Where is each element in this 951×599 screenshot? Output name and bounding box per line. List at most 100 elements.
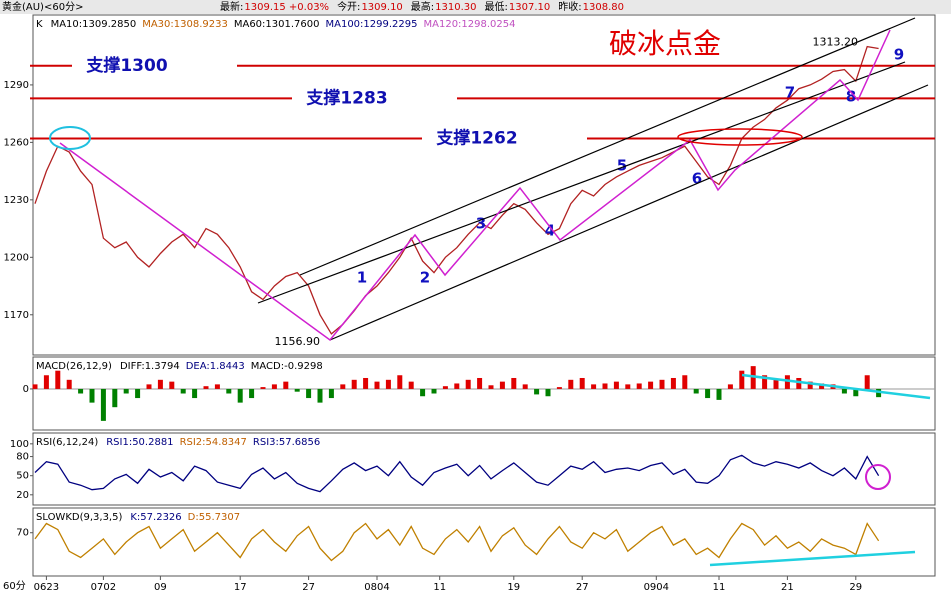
macd-bar [271,384,277,389]
wave-label: 6 [692,170,702,188]
y-tick-label: 1260 [4,137,29,148]
quote-label: 最高: [411,0,434,13]
macd-bar [237,388,243,403]
wave-label: 4 [545,222,555,240]
macd-bar [351,379,357,389]
y-tick-label: 50 [16,471,29,482]
indicator: RSI2:54.8347 [180,437,247,448]
macd-bar [693,388,699,394]
macd-bar [716,388,722,400]
wave-label: 1 [357,269,367,287]
macd-bar [385,379,391,389]
macd-bar [340,384,346,389]
x-tick-label: 0904 [644,582,669,593]
macd-bar [249,388,255,399]
macd-bar [625,384,631,389]
divergence-line [741,373,931,400]
macd-bar [602,383,608,389]
macd-bar [819,383,825,389]
y-tick-label: 80 [16,452,29,463]
panel-title: K [36,19,43,30]
macd-bar [317,388,323,403]
x-tick-label: 0623 [34,582,59,593]
macd-bar [294,388,300,392]
x-tick-label: 17 [234,582,247,593]
macd-bar [408,381,414,389]
macd-bar [807,381,813,389]
quote-value: 1308.80 [583,2,624,13]
macd-bar [579,377,585,389]
indicator: DEA:1.8443 [186,361,245,372]
quote-value: 1310.30 [435,2,476,13]
macd-bar [100,388,106,421]
panel-title: MACD(26,12,9) [36,361,112,372]
wave-path [59,29,891,342]
x-tick-label: 27 [576,582,589,593]
macd-bar [477,377,483,389]
indicator: K:57.2326 [130,512,181,523]
macd-bar [43,375,49,389]
series-line [34,45,879,335]
quote-value: 1309.15 +0.03% [244,2,329,13]
macd-bar [499,381,505,389]
macd-bar [534,388,540,395]
y-tick-label: 1200 [4,252,29,263]
macd-bar [66,379,72,389]
macd-bar [670,377,676,389]
y-tick-label: 20 [16,490,29,501]
price-panel [32,14,936,356]
macd-bar [853,388,859,397]
macd-bar [328,388,334,399]
top-bar [0,0,951,14]
y-tick-label: 1290 [4,80,29,91]
macd-bar [727,384,733,389]
macd-bar [363,377,369,389]
macd-bar [545,388,551,397]
macd-panel [32,356,936,431]
drawings [49,17,931,567]
macd-bar [169,381,175,389]
macd-bar [522,384,528,389]
indicator: DIFF:1.3794 [120,361,180,372]
panel-title: RSI(6,12,24) [36,437,98,448]
extreme-label: 1156.90 [275,335,321,348]
support-label: 支撑1300 [86,55,167,76]
channel-line [299,17,916,276]
macd-bar [420,388,426,397]
support-label: 支撑1262 [436,128,517,149]
macd-bar [192,388,198,399]
series-line [34,522,880,562]
channel-line [257,61,906,304]
quote-label: 最低: [485,0,508,13]
macd-bar [78,388,84,394]
panel-title: SLOWKD(9,3,3,5) [36,512,122,523]
macd-bar [511,377,517,389]
macd-bar [613,381,619,389]
macd-bar [260,387,266,389]
macd-bar [89,388,95,403]
macd-bar [682,375,688,389]
wave-label: 3 [476,215,486,233]
macd-bar [283,381,289,389]
quote-label: 昨收: [558,0,581,13]
macd-bar [112,388,118,408]
indicator: MA30:1308.9233 [142,19,228,30]
macd-bar [488,385,494,389]
macd-bar [773,379,779,389]
x-tick-label: 09 [154,582,167,593]
macd-bar [146,384,152,389]
y-tick-label: 100 [10,439,29,450]
x-tick-label: 11 [713,582,726,593]
x-tick-label: 27 [302,582,315,593]
label-bg [292,89,457,108]
macd-bar [397,375,403,389]
indicator: MACD:-0.9298 [251,361,323,372]
x-tick-label: 11 [433,582,446,593]
macd-bar [203,386,209,389]
macd-bar [454,383,460,389]
macd-bar [568,379,574,389]
wave-label: 5 [617,157,627,175]
x-tick-label: 29 [849,582,862,593]
macd-bar [465,379,471,389]
